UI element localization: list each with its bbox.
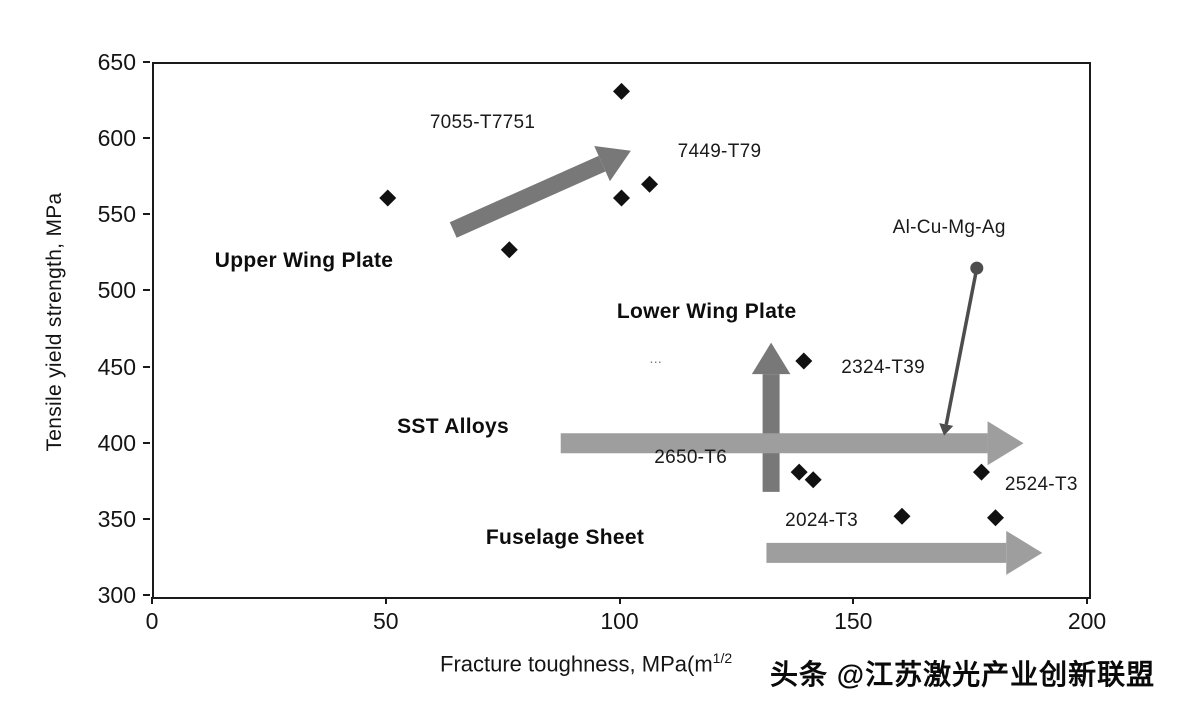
annotation-label: 7449-T79 bbox=[677, 140, 762, 162]
data-point bbox=[379, 189, 397, 207]
upper-wing-plate-arrow bbox=[449, 145, 631, 238]
plot-canvas bbox=[379, 82, 1043, 575]
data-point bbox=[972, 463, 990, 481]
y-tick-mark bbox=[143, 137, 150, 140]
x-tick-mark bbox=[1086, 597, 1088, 604]
annotation-label: Fuselage Sheet bbox=[485, 525, 645, 549]
y-tick-mark bbox=[143, 441, 150, 444]
annotation-label: 7055-T7751 bbox=[429, 112, 536, 134]
x-tick-mark bbox=[384, 597, 387, 604]
lower-wing-plate-arrow bbox=[751, 342, 791, 492]
annotation-label: 2650-T6 bbox=[654, 447, 728, 469]
annotation-label: 2024-T3 bbox=[785, 509, 858, 531]
y-tick-label: 650 bbox=[97, 49, 136, 75]
x-tick-label: 50 bbox=[372, 608, 399, 634]
y-tick-label: 600 bbox=[97, 125, 136, 152]
data-point bbox=[795, 352, 813, 370]
annotation-label: SST Alloys bbox=[397, 414, 510, 438]
data-point bbox=[641, 175, 659, 193]
data-point bbox=[500, 241, 518, 259]
y-tick-mark bbox=[143, 61, 150, 63]
x-tick-label: 0 bbox=[145, 608, 159, 634]
x-tick-mark bbox=[618, 597, 621, 604]
data-point bbox=[613, 189, 630, 207]
x-tick-label: 100 bbox=[600, 608, 639, 634]
x-tick-mark bbox=[151, 597, 153, 604]
sst-alloys-arrow bbox=[560, 421, 1024, 466]
x-axis-title: Fracture toughness, MPa(m1/2 bbox=[440, 650, 732, 677]
x-axis-title-exponent: 1/2 bbox=[712, 650, 733, 666]
y-tick-label: 350 bbox=[97, 505, 136, 532]
annotation-label: 2524-T3 bbox=[1004, 474, 1078, 496]
y-tick-mark bbox=[143, 289, 150, 292]
y-tick-mark bbox=[143, 213, 150, 216]
annotation-label: ... bbox=[649, 349, 663, 366]
x-tick-mark bbox=[852, 597, 855, 604]
x-tick-label: 150 bbox=[834, 608, 873, 634]
y-tick-label: 400 bbox=[97, 429, 136, 456]
annotation-label: 2324-T39 bbox=[841, 357, 925, 379]
y-tick-mark bbox=[143, 594, 150, 596]
data-point bbox=[987, 509, 1004, 527]
x-axis-title-text: Fracture toughness, MPa(m bbox=[440, 651, 713, 677]
y-tick-label: 450 bbox=[97, 353, 136, 380]
annotation-label: Al-Cu-Mg-Ag bbox=[892, 217, 1006, 239]
data-point bbox=[804, 471, 822, 489]
y-axis-title: Tensile yield strength, MPa bbox=[43, 192, 66, 452]
data-point bbox=[790, 463, 808, 481]
annotation-label: Lower Wing Plate bbox=[616, 300, 797, 324]
y-tick-label: 550 bbox=[97, 201, 136, 228]
fuselage-sheet-arrow bbox=[766, 530, 1043, 575]
plot-area: 7055-T7751 7449-T79 Upper Wing Plate Lower … bbox=[152, 62, 1091, 599]
y-tick-label: 300 bbox=[97, 582, 136, 608]
annotation-label: Upper Wing Plate bbox=[214, 248, 394, 272]
x-tick-label: 200 bbox=[1067, 608, 1107, 634]
data-point bbox=[613, 82, 630, 100]
al-cu-mg-ag-arrow bbox=[939, 261, 984, 436]
y-tick-label: 500 bbox=[97, 277, 136, 304]
y-tick-mark bbox=[143, 517, 150, 520]
data-point bbox=[893, 507, 911, 525]
watermark: 头条 @江苏激光产业创新联盟 bbox=[770, 659, 1156, 690]
y-tick-mark bbox=[143, 365, 150, 368]
